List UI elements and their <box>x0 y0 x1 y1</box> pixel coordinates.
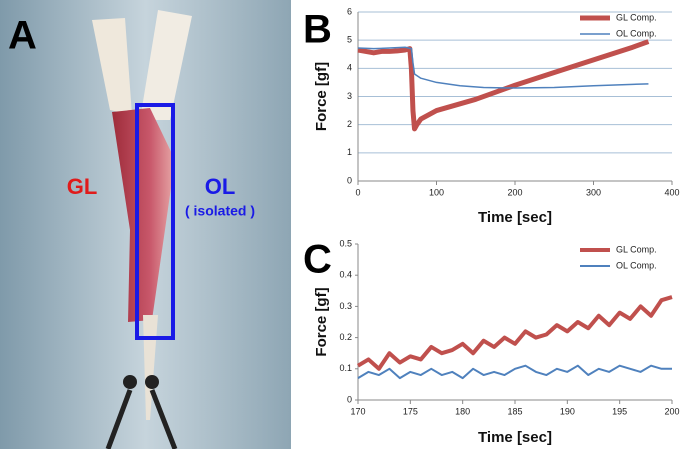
y-tick-label: 2 <box>347 119 352 129</box>
ol-label: OL <box>205 174 236 199</box>
clamp <box>123 375 137 389</box>
paper-strip <box>92 18 132 115</box>
y-tick-label: 5 <box>347 35 352 45</box>
y-tick-label: 6 <box>347 6 352 16</box>
y-tick-label: 3 <box>347 91 352 101</box>
ol-box <box>135 103 175 340</box>
tendon <box>143 315 158 420</box>
y-tick-label: 0.1 <box>339 363 352 373</box>
paper-strip <box>140 10 192 120</box>
x-axis-label: Time [sec] <box>478 209 552 226</box>
legend-label: OL Comp. <box>616 28 657 38</box>
x-tick-label: 200 <box>507 187 522 197</box>
photo: A GL OL ( isolated ) <box>0 0 291 449</box>
legend-label: OL Comp. <box>616 260 657 270</box>
x-tick-label: 180 <box>455 406 470 416</box>
legend-label: GL Comp. <box>616 244 657 254</box>
x-tick-label: 100 <box>429 187 444 197</box>
x-axis-label: Time [sec] <box>478 429 552 446</box>
y-tick-label: 0 <box>347 175 352 185</box>
panel-label: A <box>8 14 37 58</box>
y-tick-label: 0 <box>347 394 352 404</box>
data-line <box>357 46 649 89</box>
muscle <box>112 108 175 322</box>
x-tick-label: 0 <box>355 187 360 197</box>
x-tick-label: 170 <box>350 406 365 416</box>
data-line <box>357 39 650 132</box>
legend-label: GL Comp. <box>616 12 657 22</box>
panel-label: B <box>303 8 332 52</box>
x-tick-label: 300 <box>586 187 601 197</box>
panel-label: C <box>303 238 332 282</box>
y-tick-label: 0.5 <box>339 238 352 248</box>
data-line <box>357 364 672 380</box>
y-axis-label: Force [gf] <box>313 287 330 356</box>
x-tick-label: 175 <box>403 406 418 416</box>
clamp <box>145 375 159 389</box>
clamp-arm <box>105 389 178 449</box>
x-tick-label: 185 <box>507 406 522 416</box>
y-axis-label: Force [gf] <box>313 62 330 131</box>
ol-note: ( isolated ) <box>185 203 255 219</box>
y-tick-label: 0.4 <box>339 270 352 280</box>
gl-label: GL <box>67 174 98 199</box>
data-line <box>356 295 673 371</box>
x-tick-label: 190 <box>560 406 575 416</box>
x-tick-label: 400 <box>664 187 679 197</box>
y-tick-label: 1 <box>347 147 352 157</box>
x-tick-label: 200 <box>664 406 679 416</box>
x-tick-label: 195 <box>612 406 627 416</box>
y-tick-label: 0.3 <box>339 301 352 311</box>
y-tick-label: 4 <box>347 63 352 73</box>
y-tick-label: 0.2 <box>339 332 352 342</box>
